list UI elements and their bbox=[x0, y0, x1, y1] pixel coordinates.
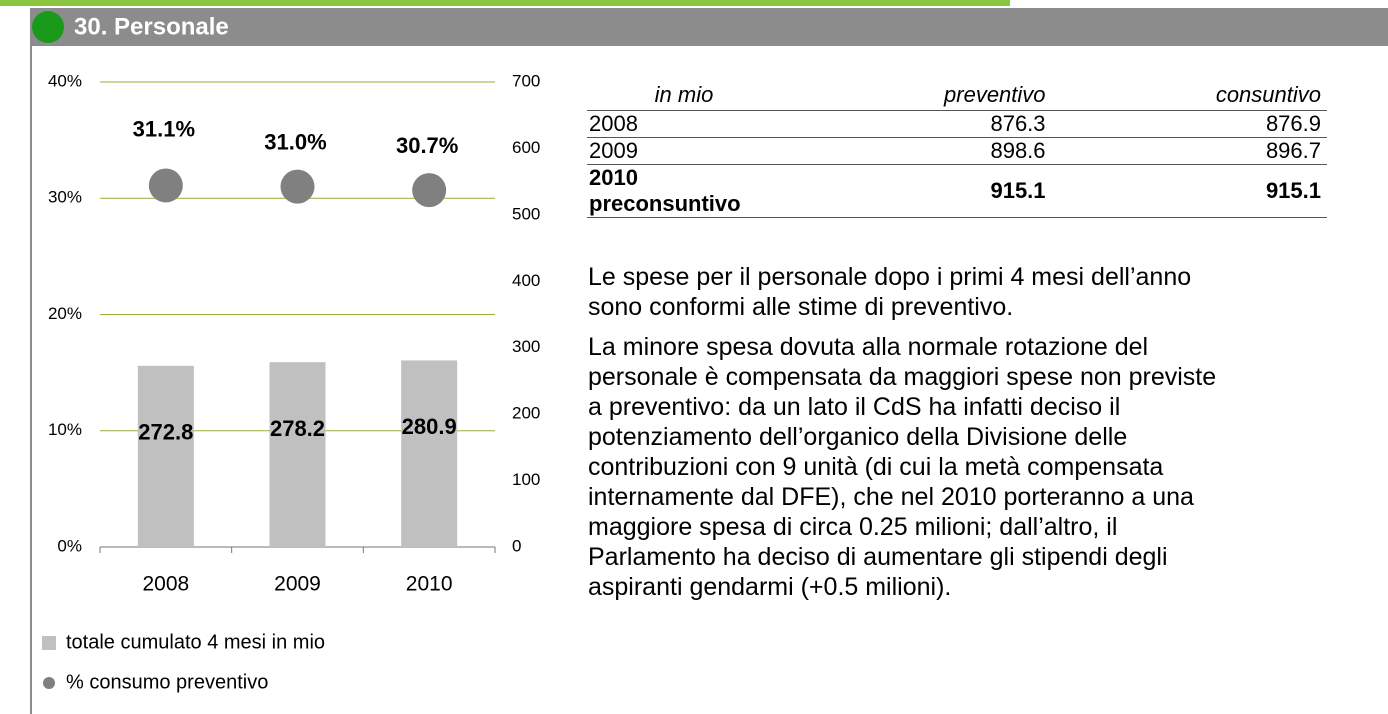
paragraph: La minore spesa dovuta alla normale rota… bbox=[588, 332, 1216, 602]
table-row: 2008 876.3 876.9 bbox=[587, 110, 1327, 138]
x-tick-label: 2008 bbox=[142, 573, 189, 596]
y2-tick-label: 200 bbox=[512, 404, 540, 423]
table-cell: 876.3 bbox=[785, 110, 1052, 138]
table-row: 2010 preconsuntivo 915.1 915.1 bbox=[587, 164, 1327, 218]
y-tick-label: 10% bbox=[48, 420, 82, 439]
x-tick-label: 2010 bbox=[406, 573, 453, 596]
text-line: internamente dal DFE), che nel 2010 port… bbox=[588, 483, 1194, 511]
table-cell: 2010 preconsuntivo bbox=[587, 164, 785, 218]
table-cell: 915.1 bbox=[1051, 164, 1327, 218]
dot-label: 31.1% bbox=[133, 116, 195, 141]
bar-label: 272.8 bbox=[138, 420, 193, 445]
table-cell: 2008 bbox=[587, 110, 785, 138]
text-line: La minore spesa dovuta alla normale rota… bbox=[588, 333, 1149, 361]
text-line: maggiore spesa di circa 0.25 milioni; da… bbox=[588, 513, 1118, 541]
y-tick-label: 20% bbox=[48, 304, 82, 323]
accent-stripe bbox=[0, 0, 1010, 6]
y-tick-label: 40% bbox=[48, 71, 82, 90]
text-line: Le spese per il personale dopo i primi 4… bbox=[588, 263, 1192, 291]
legend-label: totale cumulato 4 mesi in mio bbox=[66, 631, 325, 653]
y-tick-label: 30% bbox=[48, 188, 82, 207]
text-block: Le spese per il personale dopo i primi 4… bbox=[588, 262, 1216, 612]
header-title: 30. Personale bbox=[74, 13, 229, 40]
legend-swatch bbox=[42, 636, 56, 650]
dot-label: 30.7% bbox=[396, 133, 458, 158]
header-cell: preventivo bbox=[785, 80, 1052, 111]
bar bbox=[137, 365, 194, 547]
paragraph: Le spese per il personale dopo i primi 4… bbox=[588, 262, 1216, 322]
table-cell: 2009 bbox=[587, 137, 785, 165]
y2-tick-label: 400 bbox=[512, 271, 540, 290]
header-icon bbox=[32, 11, 64, 43]
bar-label: 280.9 bbox=[402, 414, 457, 439]
text-line: personale è compensata da maggiori spese… bbox=[588, 363, 1217, 391]
dot bbox=[412, 173, 447, 208]
y2-tick-label: 100 bbox=[512, 470, 540, 489]
dot bbox=[280, 169, 315, 204]
text-line: contribuzioni con 9 unità (di cui la met… bbox=[588, 453, 1164, 481]
y2-tick-label: 500 bbox=[512, 204, 540, 223]
header-bar bbox=[30, 8, 1388, 46]
bar bbox=[401, 360, 458, 547]
table-cell: 876.9 bbox=[1051, 110, 1327, 138]
table-cell: 915.1 bbox=[785, 164, 1052, 218]
y2-tick-label: 600 bbox=[512, 138, 540, 157]
table-row: 2009 898.6 896.7 bbox=[587, 137, 1327, 165]
bar-label: 278.2 bbox=[270, 416, 325, 441]
text-line: sono conformi alle stime di preventivo. bbox=[588, 293, 1014, 321]
y2-tick-label: 700 bbox=[512, 71, 540, 90]
text-line: Parlamento ha deciso di aumentare gli st… bbox=[588, 543, 1168, 571]
legend-label: % consumo preventivo bbox=[66, 671, 268, 693]
header-cell: in mio bbox=[587, 80, 785, 111]
legend-swatch bbox=[43, 677, 55, 689]
text-line: a preventivo: da un lato il CdS ha infat… bbox=[588, 393, 1121, 421]
y2-tick-label: 0 bbox=[512, 536, 521, 555]
table-cell: 896.7 bbox=[1051, 137, 1327, 165]
x-tick-label: 2009 bbox=[274, 573, 321, 596]
table: in mio preventivo consuntivo 2008 876.3 876.9… bbox=[587, 80, 1327, 218]
table-cell: 898.6 bbox=[785, 137, 1052, 165]
dot-label: 31.0% bbox=[264, 129, 326, 154]
y2-tick-label: 300 bbox=[512, 337, 540, 356]
bar bbox=[269, 362, 326, 547]
text-line: aspiranti gendarmi (+0.5 milioni). bbox=[588, 573, 952, 601]
table-header-row: in mio preventivo consuntivo bbox=[587, 80, 1327, 111]
text-line: potenziamento dell’organico della Divisi… bbox=[588, 423, 1128, 451]
y-tick-label: 0% bbox=[57, 536, 82, 555]
header-cell: consuntivo bbox=[1051, 80, 1327, 111]
dot bbox=[148, 168, 183, 203]
